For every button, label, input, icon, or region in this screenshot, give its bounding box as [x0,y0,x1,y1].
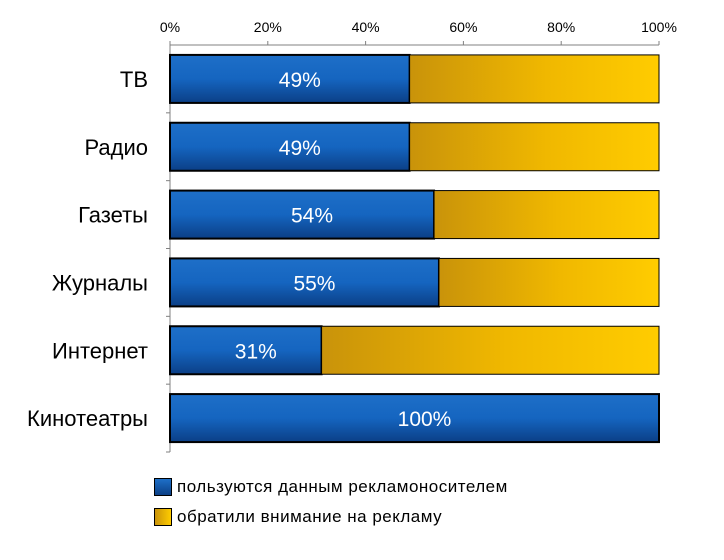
x-tick-label: 40% [352,19,380,35]
x-tick-label: 100% [641,19,677,35]
bar-noticed [409,54,660,104]
legend-item-noticed: обратили внимание на рекламу [154,502,508,532]
bar-used [169,53,411,104]
legend-swatch-blue [154,478,172,496]
bar-used [169,393,660,444]
legend-item-used: пользуются данным рекламоносителем [154,472,508,502]
x-tick-label: 80% [547,19,575,35]
bars [169,53,660,444]
bar-noticed [321,325,660,375]
category-label: Журналы [52,270,148,295]
bar-noticed [409,122,660,172]
legend-label-noticed: обратили внимание на рекламу [177,507,443,526]
category-label: ТВ [120,67,148,92]
x-axis: 0% 20% 40% 60% 80% 100% [160,19,677,453]
bar-noticed [438,257,660,307]
category-label: Газеты [78,203,148,228]
legend-label-used: пользуются данным рекламоносителем [177,477,508,496]
data-label: 55% [293,272,335,295]
data-label: 49% [279,69,321,92]
legend-swatch-gold [154,508,172,526]
data-label: 100% [398,408,452,431]
category-label: Кинотеатры [27,406,148,431]
labels: ТВ 49% Радио 49% Газеты 54% Журналы 55% Интернет… [27,67,451,431]
x-tick-label: 0% [160,19,180,35]
legend: пользуются данным рекламоносителем обрат… [154,472,508,532]
x-tick-label: 20% [254,19,282,35]
bar-used [169,121,411,172]
x-tick-label: 60% [449,19,477,35]
category-label: Интернет [52,338,148,363]
data-label: 49% [279,137,321,160]
category-label: Радио [84,135,148,160]
data-label: 54% [291,205,333,228]
bar-noticed [433,190,660,240]
data-label: 31% [235,340,277,363]
bar-used [169,325,323,376]
bar-used [169,257,440,308]
